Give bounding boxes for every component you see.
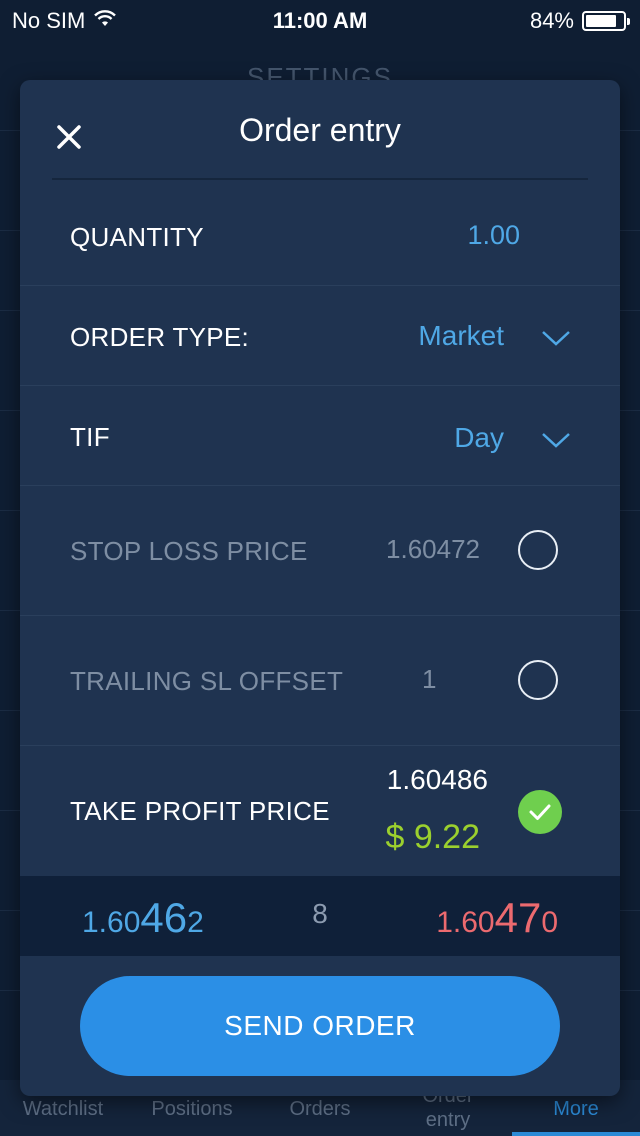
quantity-input[interactable]: 1.00 xyxy=(467,220,520,250)
tab-orders[interactable]: Orders xyxy=(289,1098,351,1120)
stop-loss-label: STOP LOSS PRICE xyxy=(70,536,308,566)
quantity-label: QUANTITY xyxy=(70,222,204,252)
take-profit-input[interactable]: 1.60486 xyxy=(386,764,488,795)
status-bar: No SIM 11:00 AM 84% xyxy=(0,0,640,40)
take-profit-checked-icon[interactable] xyxy=(518,790,562,834)
battery-percent: 84% xyxy=(529,8,574,33)
order-type-label: ORDER TYPE: xyxy=(70,322,250,352)
modal-header: Order entry xyxy=(20,80,620,180)
tif-label: TIF xyxy=(70,422,110,452)
clock: 11:00 AM xyxy=(272,8,368,33)
stop-loss-row: STOP LOSS PRICE 1.60472 xyxy=(20,486,620,616)
stop-loss-radio[interactable] xyxy=(518,530,558,570)
tab-watchlist[interactable]: Watchlist xyxy=(22,1098,104,1120)
header-divider xyxy=(52,178,588,180)
chevron-down-icon[interactable] xyxy=(540,430,572,450)
active-tab-indicator xyxy=(512,1132,640,1136)
order-entry-modal: Order entry QUANTITY 1.00 ORDER TYPE: Ma… xyxy=(20,80,620,1096)
trailing-sl-radio[interactable] xyxy=(518,660,558,700)
tab-positions[interactable]: Positions xyxy=(151,1098,233,1120)
trailing-sl-label: TRAILING SL OFFSET xyxy=(70,666,344,696)
spread-value: 8 xyxy=(312,898,328,929)
price-bar: 1.60462 8 1.60470 xyxy=(20,876,620,956)
send-order-button[interactable]: SEND ORDER xyxy=(80,976,560,1076)
ask-price[interactable]: 1.60470 xyxy=(436,894,558,941)
carrier-label: No SIM xyxy=(12,8,86,33)
tif-select[interactable]: Day xyxy=(454,422,504,453)
take-profit-amount: $ 9.22 xyxy=(385,818,480,856)
take-profit-row: TAKE PROFIT PRICE 1.60486 $ 9.22 xyxy=(20,746,620,876)
stop-loss-input[interactable]: 1.60472 xyxy=(386,534,480,564)
trailing-sl-input[interactable]: 1 xyxy=(422,664,437,694)
battery-icon xyxy=(582,11,630,31)
take-profit-label: TAKE PROFIT PRICE xyxy=(70,796,330,826)
order-type-select[interactable]: Market xyxy=(418,320,504,351)
battery-fill xyxy=(586,15,616,27)
trailing-sl-row: TRAILING SL OFFSET 1 xyxy=(20,616,620,746)
wifi-icon xyxy=(93,8,117,34)
bid-price[interactable]: 1.60462 xyxy=(82,894,204,941)
close-icon[interactable] xyxy=(50,118,88,156)
quantity-row: QUANTITY 1.00 xyxy=(20,180,620,286)
tab-more[interactable]: More xyxy=(553,1098,599,1120)
tif-row[interactable]: TIF Day xyxy=(20,386,620,486)
order-type-row[interactable]: ORDER TYPE: Market xyxy=(20,286,620,386)
chevron-down-icon[interactable] xyxy=(540,328,572,348)
modal-title: Order entry xyxy=(239,112,401,148)
